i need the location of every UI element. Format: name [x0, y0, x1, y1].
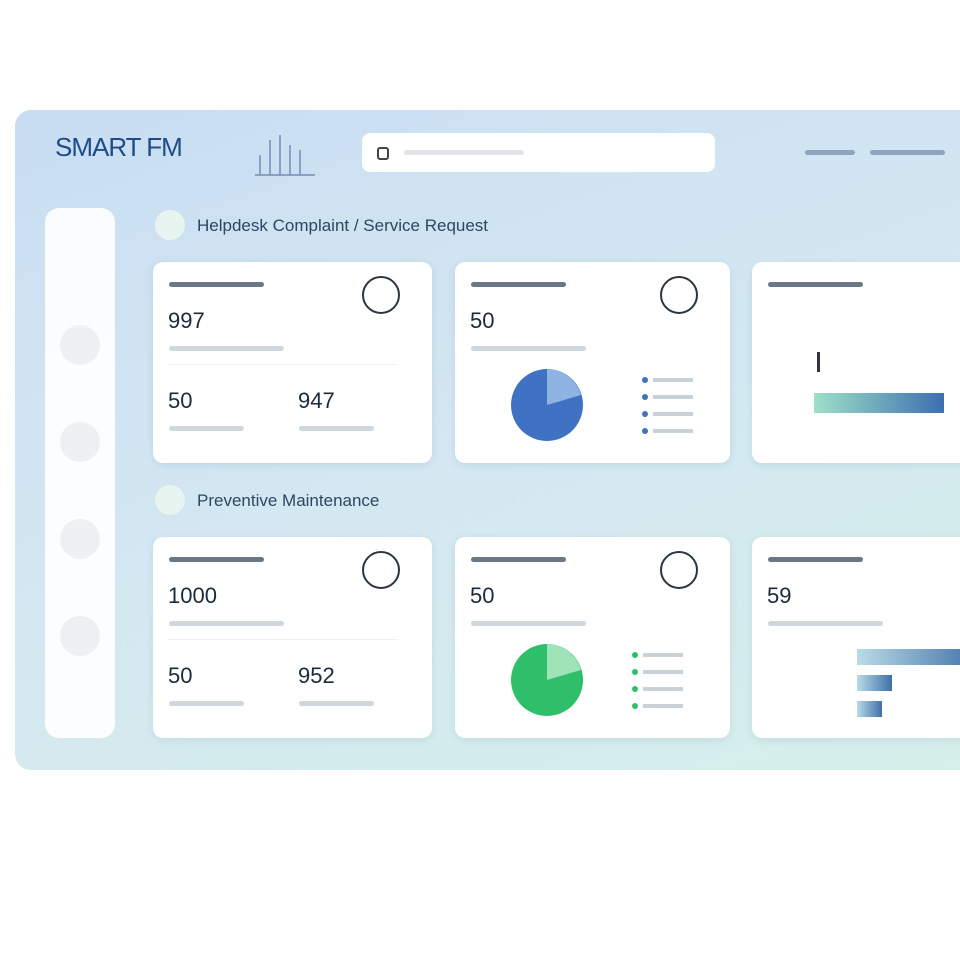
sidebar [45, 208, 115, 738]
card-title [471, 282, 566, 287]
stat-caption [299, 426, 374, 431]
stat-caption [299, 701, 374, 706]
stat-value: 50 [168, 663, 193, 688]
percent-badge [362, 551, 400, 589]
header-link[interactable] [805, 150, 855, 155]
stat-value: 50 [168, 388, 193, 413]
card[interactable]: 1000 50 952 [153, 537, 432, 738]
card-value: 59 [767, 583, 792, 608]
card[interactable]: 50 [455, 537, 730, 738]
card-title [471, 557, 566, 562]
percent-badge [660, 551, 698, 589]
card[interactable]: 997 50 947 [153, 262, 432, 463]
nav-item[interactable] [60, 616, 100, 656]
section-icon [155, 210, 185, 240]
card-caption [169, 621, 284, 626]
bar-chart [814, 352, 944, 413]
card-value: 50 [470, 583, 495, 608]
card-title [169, 557, 264, 562]
stat-caption [169, 426, 244, 431]
section-title: Helpdesk Complaint / Service Request [197, 216, 489, 235]
divider [168, 639, 398, 640]
nav-item[interactable] [60, 519, 100, 559]
card-value: 997 [168, 308, 205, 333]
card-title [169, 282, 264, 287]
percent-badge [660, 276, 698, 314]
card-title [768, 282, 863, 287]
pie-chart [511, 644, 683, 716]
percent-badge [362, 276, 400, 314]
nav-item[interactable] [60, 422, 100, 462]
card[interactable] [752, 262, 960, 463]
section-icon [155, 485, 185, 515]
card-caption [471, 621, 586, 626]
card-caption [471, 346, 586, 351]
header-user[interactable] [870, 150, 945, 155]
logo[interactable]: SMART FM [55, 132, 183, 162]
search-box[interactable] [362, 133, 715, 172]
stat-value: 952 [298, 663, 335, 688]
card-caption [169, 346, 284, 351]
logo-skyline [255, 135, 315, 176]
card-value: 1000 [168, 583, 217, 608]
stat-caption [169, 701, 244, 706]
card-title [768, 557, 863, 562]
pie-chart [511, 369, 693, 441]
nav-item[interactable] [60, 325, 100, 365]
card-caption [768, 621, 883, 626]
card[interactable]: 50 [455, 262, 730, 463]
section-title: Preventive Maintenance [197, 491, 380, 510]
bar-chart [857, 649, 960, 717]
card-value: 50 [470, 308, 495, 333]
divider [168, 364, 398, 365]
stat-value: 947 [298, 388, 335, 413]
card[interactable]: 59 [752, 537, 960, 738]
